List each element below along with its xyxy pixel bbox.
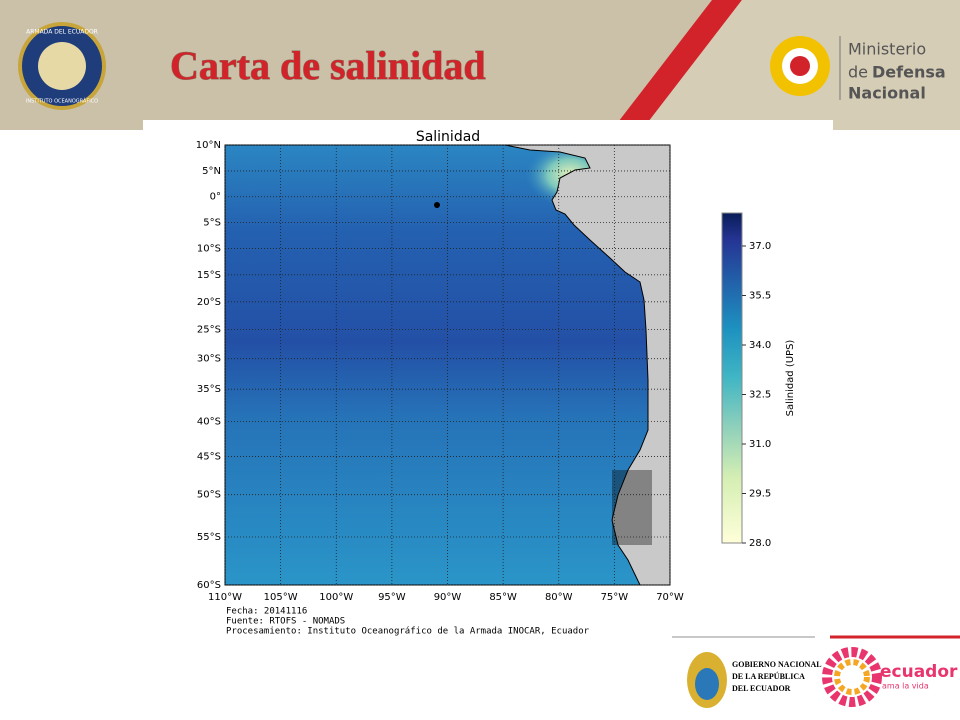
ministry-text: Ministerio [848,40,926,59]
lat-tick-label: 35°S [197,384,221,395]
gov-text: DE LA REPÚBLICA [732,671,805,681]
lat-tick-label: 20°S [197,297,221,308]
lon-tick-label: 90°W [434,592,462,603]
colorbar-tick-label: 37.0 [749,241,771,252]
land [504,144,671,586]
coat-of-arms [695,668,719,700]
map-title: Salinidad [416,129,480,145]
lat-tick-label: 55°S [197,532,221,543]
ecuador-logo [834,659,870,695]
gov-text: DEL ECUADOR [732,684,791,693]
brand: ecuador [880,662,958,682]
navy-seal-inner [38,42,86,90]
lat-tick-label: 10°N [196,140,221,151]
header-stripe [612,0,742,130]
colorbar-tick-label: 34.0 [749,340,771,351]
colorbar-tick-label: 28.0 [749,538,771,549]
tagline: ama la vida [882,682,929,691]
slide-title: Carta de salinidad [170,43,486,88]
seal-text: INSTITUTO OCEANOGRÁFICO [26,98,98,105]
colorbar-tick-label: 31.0 [749,439,771,450]
lat-tick-label: 40°S [197,417,221,428]
lat-tick-label: 10°S [197,243,221,254]
ecuador-logo [822,647,882,707]
colorbar-tick-label: 29.5 [749,489,771,500]
galapagos [434,202,440,208]
lat-tick-label: 50°S [197,490,221,501]
lon-tick-label: 80°W [545,592,573,603]
colorbar [721,212,743,544]
gov-text: GOBIERNO NACIONAL [732,660,822,669]
colorbar-label: Salinidad (UPS) [785,340,796,417]
lon-tick-label: 105°W [264,592,298,603]
lat-tick-label: 25°S [197,325,221,336]
lat-tick-label: 15°S [197,270,221,281]
note: Fecha: 20141116 [226,607,307,617]
note: Procesamiento: Instituto Oceanográfico d… [226,627,590,637]
note: Fuente: RTOFS - NOMADS [226,617,345,627]
colorbar-tick-label: 35.5 [749,291,771,302]
lon-tick-label: 70°W [656,592,684,603]
lat-tick-label: 0° [210,192,221,203]
ministry-text: Nacional [848,84,926,103]
lon-tick-label: 75°W [601,592,629,603]
lon-tick-label: 95°W [378,592,406,603]
lat-tick-label: 5°N [202,166,221,177]
lat-tick-label: 5°S [203,217,221,228]
ministry-logo [790,56,810,76]
colorbar-tick-label: 32.5 [749,390,771,401]
ministry-text: Defensa [872,63,946,82]
lat-tick-label: 30°S [197,354,221,365]
lat-tick-label: 60°S [197,580,221,591]
lon-tick-label: 100°W [319,592,353,603]
lat-tick-label: 45°S [197,452,221,463]
lon-tick-label: 85°W [489,592,517,603]
fjords [612,470,652,545]
lon-tick-label: 110°W [208,592,242,603]
seal-text: ARMADA DEL ECUADOR [26,29,98,36]
ministry-text: de [848,63,868,82]
